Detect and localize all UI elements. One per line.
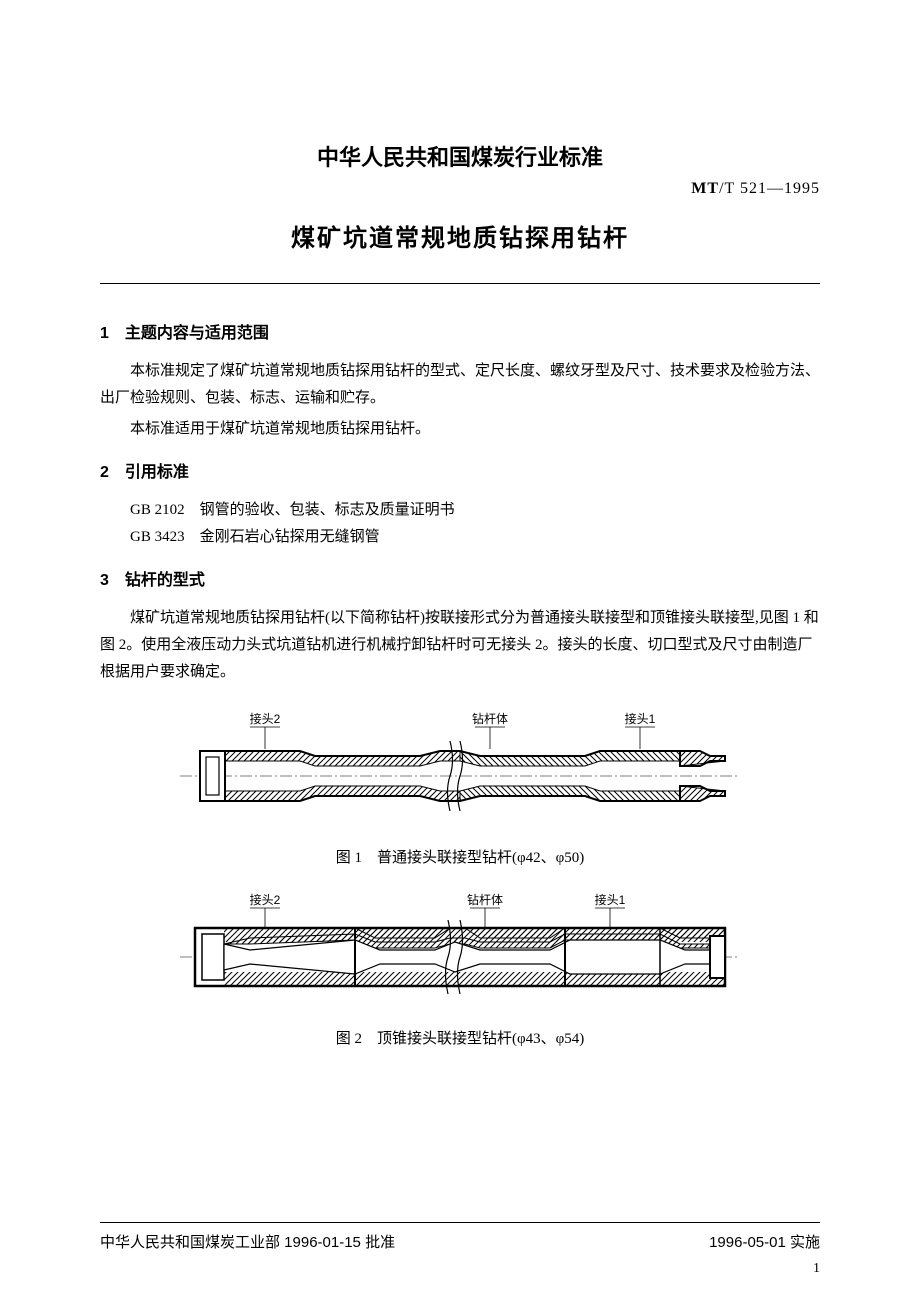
footer-divider [100,1222,820,1223]
section-1-p1: 本标准规定了煤矿坑道常规地质钻探用钻杆的型式、定尺长度、螺纹牙型及尺寸、技术要求… [100,358,820,412]
title-divider [100,283,820,284]
code-prefix: MT [691,180,719,197]
fig2-label-right: 接头1 [595,892,626,907]
figure-2: 接头2 钻杆体 接头1 [100,892,820,1007]
figure-1-svg: 接头2 钻杆体 接头1 [180,711,740,821]
section-1-heading: 1 主题内容与适用范围 [100,319,820,343]
figure-1-caption: 图 1 普通接头联接型钻杆(φ42、φ50) [100,846,820,867]
standard-code: MT/T 521—1995 [100,180,820,198]
section-3-p1: 煤矿坑道常规地质钻探用钻杆(以下简称钻杆)按联接形式分为普通接头联接型和顶锥接头… [100,605,820,686]
page-number: 1 [813,1261,820,1277]
main-title: 煤矿坑道常规地质钻探用钻杆 [100,218,820,253]
figure-2-svg: 接头2 钻杆体 接头1 [180,892,740,1002]
section-3-heading: 3 钻杆的型式 [100,566,820,590]
figure-1: 接头2 钻杆体 接头1 [100,711,820,826]
fig1-label-right: 接头1 [625,711,656,726]
footer-approve: 中华人民共和国煤炭工业部 1996-01-15 批准 [100,1231,395,1252]
footer-row: 中华人民共和国煤炭工业部 1996-01-15 批准 1996-05-01 实施 [100,1231,820,1252]
section-1-p2: 本标准适用于煤矿坑道常规地质钻探用钻杆。 [100,416,820,443]
code-num: 521—1995 [735,180,820,197]
reference-1: GB 2102 钢管的验收、包装、标志及质量证明书 [130,497,820,524]
figure-2-caption: 图 2 顶锥接头联接型钻杆(φ43、φ54) [100,1027,820,1048]
footer-implement: 1996-05-01 实施 [709,1231,820,1252]
reference-2: GB 3423 金刚石岩心钻探用无缝钢管 [130,524,820,551]
fig2-label-left: 接头2 [250,892,281,907]
fig2-label-mid: 钻杆体 [467,892,503,907]
section-2-heading: 2 引用标准 [100,458,820,482]
org-title: 中华人民共和国煤炭行业标准 [100,140,820,172]
footer: 中华人民共和国煤炭工业部 1996-01-15 批准 1996-05-01 实施 [100,1222,820,1252]
fig1-label-mid: 钻杆体 [472,711,508,726]
fig1-label-left: 接头2 [250,711,281,726]
code-sep: /T [719,180,735,197]
